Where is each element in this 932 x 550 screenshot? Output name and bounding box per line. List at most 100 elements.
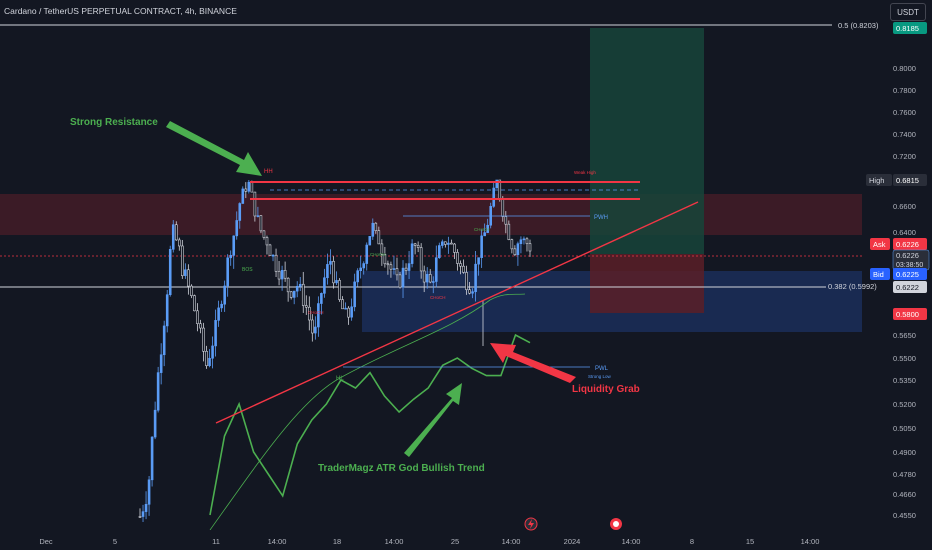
candle-body <box>235 220 239 237</box>
high-label-tag-text: High <box>869 176 884 185</box>
bos-label: BOS <box>242 267 253 273</box>
y-tick-label: 0.8000 <box>893 64 916 73</box>
y-tick-label: 0.6400 <box>893 228 916 237</box>
candle-body <box>507 223 511 240</box>
y-tick-label: 0.4550 <box>893 511 916 520</box>
candle-body <box>462 265 465 273</box>
resistance-arrow <box>166 121 262 176</box>
x-tick-label: 14:00 <box>502 537 521 546</box>
fib-price-tag <box>893 281 927 293</box>
candle-body <box>431 281 435 283</box>
candle-body <box>380 243 384 255</box>
candle-body <box>205 351 208 367</box>
indicator-annotation-text: TraderMagz ATR God Bullish Trend <box>318 463 485 474</box>
liquidity-arrow <box>490 343 576 383</box>
candle-body <box>344 307 347 310</box>
candle-body <box>311 319 314 334</box>
candle-body <box>419 247 423 272</box>
candle-body <box>492 187 496 207</box>
candle-body <box>259 215 263 232</box>
candle-body <box>314 326 317 334</box>
candle-body <box>495 179 499 189</box>
moving-average-line <box>209 293 526 531</box>
candle-body <box>277 271 281 280</box>
y-tick-label: 0.7400 <box>893 130 916 139</box>
candle-body <box>456 252 459 264</box>
candle-body <box>274 254 278 272</box>
candle-body <box>241 188 245 204</box>
candle-body <box>477 257 480 265</box>
candle-body <box>389 264 393 270</box>
candle-body <box>422 270 426 283</box>
high-price-tag <box>893 174 927 186</box>
candle-body <box>504 216 508 225</box>
candle-body <box>268 244 272 256</box>
candle-body <box>459 263 462 267</box>
candle-body <box>159 354 163 373</box>
candle-body <box>510 239 514 250</box>
candle-body <box>332 261 335 284</box>
strong-low-label: Strong Low <box>588 374 612 379</box>
candle-body <box>168 249 172 295</box>
candle-body <box>298 283 302 287</box>
y-tick-label: 0.5650 <box>893 331 916 340</box>
choch-label: CHoCH <box>308 310 324 315</box>
candle-body <box>404 267 408 271</box>
candle-body <box>271 254 275 257</box>
candle-body <box>428 274 432 283</box>
candle-body <box>444 241 447 245</box>
last-price-text: 0.6226 <box>896 251 919 260</box>
choch-label: CHoCH <box>474 227 490 232</box>
candle-body <box>329 261 332 265</box>
candle-body <box>184 269 187 276</box>
candle-body <box>178 239 181 247</box>
candle-body <box>347 307 350 318</box>
candle-body <box>214 320 217 347</box>
choch-label: CHoCH <box>430 295 446 300</box>
candle-body <box>413 243 417 246</box>
ask-price-tag <box>893 238 927 250</box>
currency-button[interactable]: USDT <box>890 3 926 21</box>
candle-body <box>516 243 520 256</box>
candle-body <box>353 281 356 308</box>
candle-body <box>202 327 205 352</box>
target-price-tag <box>893 22 927 34</box>
long-stop-zone <box>590 254 704 313</box>
candle-body <box>211 345 214 359</box>
x-tick-label: 14:00 <box>622 537 641 546</box>
y-tick-label: 0.4780 <box>893 470 916 479</box>
stop-price-tag-text: 0.5800 <box>896 310 919 319</box>
candle-body <box>295 285 299 292</box>
candle-body <box>371 222 375 237</box>
candles-layer <box>138 179 532 522</box>
candle-body <box>220 303 223 309</box>
fib-price-tag-text: 0.6222 <box>896 283 919 292</box>
candle-body <box>229 255 232 259</box>
y-tick-label: 0.5050 <box>893 424 916 433</box>
candle-body <box>304 305 308 308</box>
flag-icon <box>613 521 619 527</box>
target-price-tag-text: 0.8185 <box>896 24 919 33</box>
fib-0.5-label: 0.5 (0.8203) <box>838 21 879 30</box>
x-tick-label: Dec <box>39 537 53 546</box>
y-tick-label: 0.7600 <box>893 108 916 117</box>
time-axis <box>0 530 932 550</box>
choch-label: CHoCH <box>370 252 386 257</box>
y-tick-label: 0.5500 <box>893 354 916 363</box>
x-tick-label: 14:00 <box>801 537 820 546</box>
candle-body <box>187 269 190 287</box>
candle-body <box>286 277 290 293</box>
candle-body <box>320 293 323 304</box>
candle-body <box>513 248 517 256</box>
candle-body <box>525 238 529 244</box>
x-tick-label: 2024 <box>564 537 581 546</box>
x-tick-label: 15 <box>746 537 754 546</box>
x-tick-label: 18 <box>333 537 341 546</box>
x-tick-label: 14:00 <box>268 537 287 546</box>
candle-body <box>395 268 399 276</box>
y-tick-label: 0.7200 <box>893 152 916 161</box>
candle-body <box>238 203 242 221</box>
candle-body <box>153 409 157 438</box>
candle-body <box>265 237 269 246</box>
